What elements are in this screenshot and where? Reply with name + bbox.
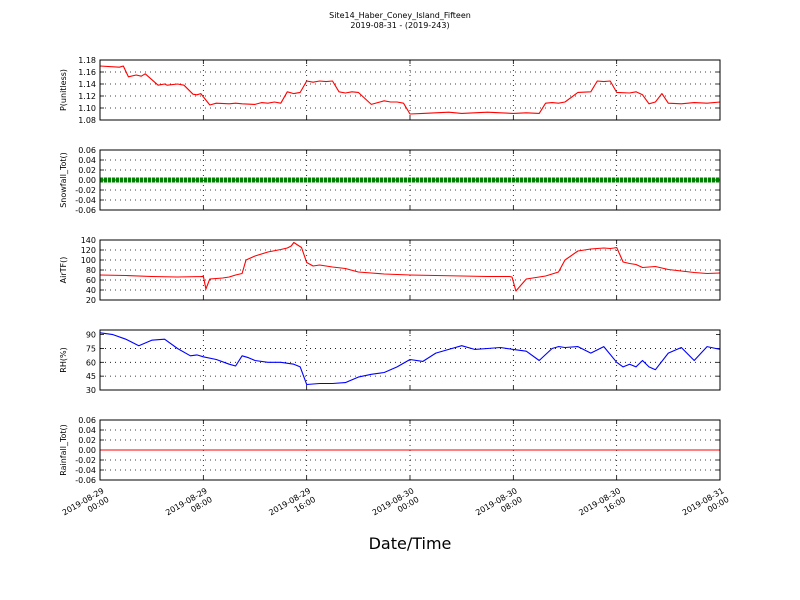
subplot-5: -0.06-0.04-0.020.000.020.040.06 Rainfall_… bbox=[59, 416, 721, 485]
y-axis-label: RH(%) bbox=[59, 347, 68, 372]
y-axis-label: Snowfall_Tot() bbox=[59, 152, 68, 208]
y-tick-label: 0.02 bbox=[78, 166, 96, 175]
y-tick-label: 60 bbox=[86, 276, 96, 285]
plot-frame bbox=[99, 239, 721, 301]
y-tick-label: -0.06 bbox=[75, 476, 96, 485]
subplot-4: 30 45 60 75 90 RH(%) bbox=[59, 329, 721, 395]
plot-frame bbox=[99, 59, 721, 121]
y-axis-label: AirTF() bbox=[59, 257, 68, 284]
plot-frame bbox=[99, 329, 721, 391]
y-tick-label: 120 bbox=[81, 246, 96, 255]
y-tick-label: 1.16 bbox=[78, 68, 96, 77]
y-tick-label: 0.04 bbox=[78, 426, 96, 435]
y-tick-label: 1.10 bbox=[78, 104, 96, 113]
y-tick-label: 30 bbox=[86, 386, 96, 395]
y-tick-label: 45 bbox=[86, 372, 96, 381]
y-tick-label: 0.00 bbox=[78, 176, 96, 185]
y-tick-label: 1.18 bbox=[78, 56, 96, 65]
y-tick-label: 0.06 bbox=[78, 416, 96, 425]
y-tick-label: 40 bbox=[86, 286, 96, 295]
y-tick-label: 20 bbox=[86, 296, 96, 305]
series-line-1 bbox=[99, 241, 721, 292]
plot-frame bbox=[99, 149, 721, 211]
y-tick-label: 1.08 bbox=[78, 116, 96, 125]
plot-frame bbox=[99, 419, 721, 481]
y-tick-label: 0.02 bbox=[78, 436, 96, 445]
chart-subtitle: 2019-08-31 - (2019-243) bbox=[350, 21, 450, 30]
chart-title: Site14_Haber_Coney_Island_Fifteen bbox=[329, 11, 471, 20]
y-tick-label: 0.00 bbox=[78, 446, 96, 455]
y-tick-label: 140 bbox=[81, 236, 96, 245]
y-tick-label: -0.02 bbox=[75, 186, 96, 195]
y-tick-label: 0.04 bbox=[78, 156, 96, 165]
y-axis-label: Rainfall_Tot() bbox=[59, 424, 68, 476]
x-axis-label: Date/Time bbox=[368, 534, 452, 553]
subplot-1: 1.08 1.10 1.12 1.14 1.16 1.18 P(unitless) bbox=[59, 56, 721, 125]
series-line-1 bbox=[99, 332, 721, 386]
subplot-2: -0.06-0.04-0.020.000.020.040.06 Snowfall_… bbox=[59, 146, 721, 215]
series-line-1 bbox=[99, 65, 721, 115]
y-tick-label: 1.14 bbox=[78, 80, 96, 89]
y-tick-label: -0.06 bbox=[75, 206, 96, 215]
y-tick-label: 0.06 bbox=[78, 146, 96, 155]
y-axis-label: P(unitless) bbox=[59, 69, 68, 111]
y-tick-label: 75 bbox=[86, 344, 96, 353]
y-tick-label: 90 bbox=[86, 331, 96, 340]
y-tick-label: 60 bbox=[86, 358, 96, 367]
y-tick-label: 80 bbox=[86, 266, 96, 275]
y-tick-label: 100 bbox=[81, 256, 96, 265]
y-tick-label: -0.04 bbox=[75, 466, 96, 475]
y-tick-label: -0.02 bbox=[75, 456, 96, 465]
y-tick-label: -0.04 bbox=[75, 196, 96, 205]
y-tick-label: 1.12 bbox=[78, 92, 96, 101]
